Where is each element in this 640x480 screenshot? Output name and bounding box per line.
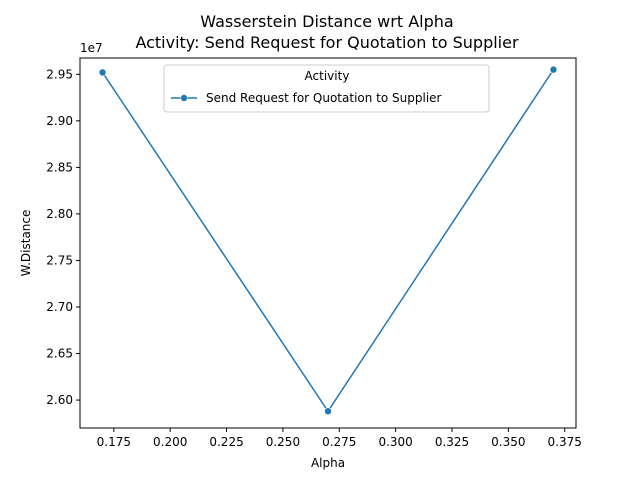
legend: Activity Send Request for Quotation to S…: [163, 64, 490, 113]
chart-subtitle: Activity: Send Request for Quotation to …: [135, 33, 519, 52]
x-tick-label: 0.325: [435, 435, 469, 449]
x-axis-label: Alpha: [311, 456, 345, 470]
y-tick-label: 2.70: [46, 300, 73, 314]
data-point: [324, 407, 332, 416]
series-layer: [98, 65, 558, 416]
x-tick-label: 0.275: [322, 435, 356, 449]
x-tick-label: 0.200: [153, 435, 187, 449]
x-tick-label: 0.250: [266, 435, 300, 449]
data-point: [98, 68, 107, 77]
y-tick-label: 2.85: [46, 160, 73, 174]
x-tick-label: 0.350: [491, 435, 525, 449]
chart-title: Wasserstein Distance wrt Alpha: [200, 12, 453, 31]
y-tick-label: 2.90: [46, 114, 73, 128]
x-tick-label: 0.175: [97, 435, 131, 449]
y-offset-label: 1e7: [80, 41, 103, 55]
legend-box: [163, 64, 490, 113]
x-tick-label: 0.225: [209, 435, 243, 449]
y-tick-label: 2.65: [46, 347, 73, 361]
legend-series-label: Send Request for Quotation to Supplier: [206, 91, 442, 105]
y-axis-label: W.Distance: [19, 210, 33, 277]
data-point: [549, 65, 558, 74]
axis-ticks: 0.175 0.200 0.225 0.250 0.275 0.300 0.325 0.350…: [46, 67, 582, 449]
x-tick-label: 0.300: [378, 435, 412, 449]
y-tick-label: 2.80: [46, 207, 73, 221]
legend-series-marker: [180, 94, 188, 102]
y-tick-label: 2.75: [46, 253, 73, 267]
y-tick-label: 2.60: [46, 393, 73, 407]
plot-frame: [79, 57, 577, 429]
legend-title: Activity: [305, 69, 350, 83]
x-tick-label: 0.375: [548, 435, 582, 449]
y-tick-label: 2.95: [46, 67, 73, 81]
